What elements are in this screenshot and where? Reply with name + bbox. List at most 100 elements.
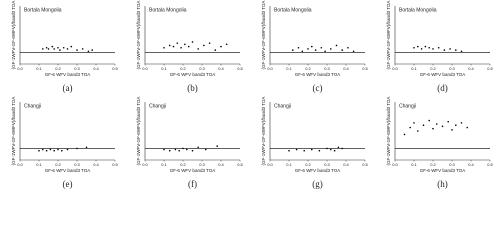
point: [66, 48, 69, 50]
x-tick-label: 0.0: [17, 66, 23, 71]
panel-title: Changji: [399, 103, 416, 109]
x-tick-label: 0.4: [93, 162, 99, 167]
point: [413, 122, 415, 124]
y-axis-label: (GF-1WFV-GF-6WFV)/band3 TOA: [11, 1, 16, 70]
point: [330, 48, 332, 50]
x-tick-label: 0.5: [237, 66, 243, 71]
point: [347, 46, 349, 49]
point: [341, 147, 344, 150]
point: [205, 148, 207, 151]
point: [428, 119, 431, 122]
point: [163, 148, 165, 151]
y-axis-label: (GF-1WFV-GF-6WFV)/band3 TOA: [261, 97, 266, 166]
point: [417, 130, 419, 132]
panel-title: Changji: [274, 103, 291, 109]
x-tick-label: 0.2: [430, 66, 436, 71]
x-axis-label: GF-6 WFV band3 TOA: [420, 72, 466, 77]
point: [197, 146, 199, 149]
point: [311, 45, 313, 48]
x-tick-label: 0.5: [112, 162, 118, 167]
x-tick-label: 0.4: [93, 66, 99, 71]
x-tick-label: 0.5: [362, 162, 368, 167]
point: [432, 48, 434, 50]
x-axis-label: GF-6 WFV band3 TOA: [170, 168, 216, 173]
point: [403, 133, 406, 136]
point: [326, 147, 328, 150]
x-tick-label: 0.3: [199, 66, 205, 71]
point: [168, 149, 171, 152]
point: [66, 148, 69, 151]
point: [81, 48, 84, 50]
x-tick-label: 0.4: [218, 66, 224, 71]
point: [216, 145, 218, 147]
y-axis-label: (GF-1WFV-GF-6WFV)/band3 TOA: [386, 97, 391, 166]
point: [443, 49, 446, 51]
point: [172, 45, 175, 48]
panel-caption: (h): [437, 179, 448, 189]
point: [303, 149, 306, 152]
panel-caption: (g): [312, 179, 323, 189]
x-axis-label: GF-6 WFV band3 TOA: [45, 168, 91, 173]
panel-caption: (a): [63, 83, 73, 93]
point: [449, 48, 451, 50]
point: [38, 149, 40, 152]
x-tick-label: 0.5: [487, 66, 493, 71]
point: [220, 45, 222, 48]
point: [214, 49, 217, 51]
point: [337, 146, 340, 149]
x-axis-label: GF-6 WFV band3 TOA: [295, 168, 341, 173]
point: [191, 149, 194, 152]
point: [186, 148, 188, 151]
point: [53, 48, 55, 50]
x-axis-label: GF-6 WFV band3 TOA: [295, 72, 341, 77]
point: [324, 50, 326, 53]
x-tick-label: 0.4: [343, 162, 349, 167]
point: [191, 41, 194, 43]
point: [51, 45, 54, 48]
x-tick-label: 0.1: [36, 162, 42, 167]
point: [409, 126, 412, 129]
y-axis-label: (GF-1WFV-GF-6WFV)/band3 TOA: [136, 1, 141, 70]
panel-title: Changji: [24, 103, 41, 109]
x-tick-label: 0.3: [199, 162, 205, 167]
x-tick-label: 0.1: [161, 162, 167, 167]
panel-title: Bortala Mongolia: [24, 7, 62, 13]
point: [57, 46, 59, 49]
point: [184, 43, 186, 46]
point: [460, 50, 463, 53]
point: [203, 44, 205, 47]
point: [53, 149, 55, 152]
panel-title: Bortala Mongolia: [399, 7, 437, 13]
point: [178, 149, 180, 152]
point: [163, 46, 165, 49]
point: [341, 49, 344, 51]
panel-caption: (b): [187, 83, 198, 93]
x-tick-label: 0.2: [55, 66, 61, 71]
point: [180, 46, 182, 49]
point: [447, 120, 450, 123]
point: [45, 46, 48, 49]
panel-caption: (e): [63, 179, 73, 189]
point: [61, 149, 63, 152]
y-axis-label: (GF-1WFV-GF-6WFV)/band3 TOA: [11, 97, 16, 166]
x-axis-label: GF-6 WFV band3 TOA: [420, 168, 466, 173]
panel-title: Bortala Mongolia: [149, 7, 187, 13]
x-tick-label: 0.2: [430, 162, 436, 167]
point: [352, 50, 355, 53]
point: [208, 42, 211, 44]
point: [59, 49, 61, 51]
point: [428, 46, 431, 49]
point: [57, 148, 59, 151]
point: [49, 148, 52, 151]
point: [76, 147, 78, 150]
point: [42, 148, 44, 151]
x-tick-label: 0.4: [218, 162, 224, 167]
y-axis-label: (GF-1WFV-GF-6WFV)/band3 TOA: [136, 97, 141, 166]
x-tick-label: 0.2: [55, 162, 61, 167]
point: [318, 149, 321, 152]
x-tick-label: 0.4: [343, 66, 349, 71]
point: [70, 45, 73, 48]
point: [87, 50, 90, 53]
point: [335, 44, 338, 47]
x-tick-label: 0.3: [449, 162, 455, 167]
